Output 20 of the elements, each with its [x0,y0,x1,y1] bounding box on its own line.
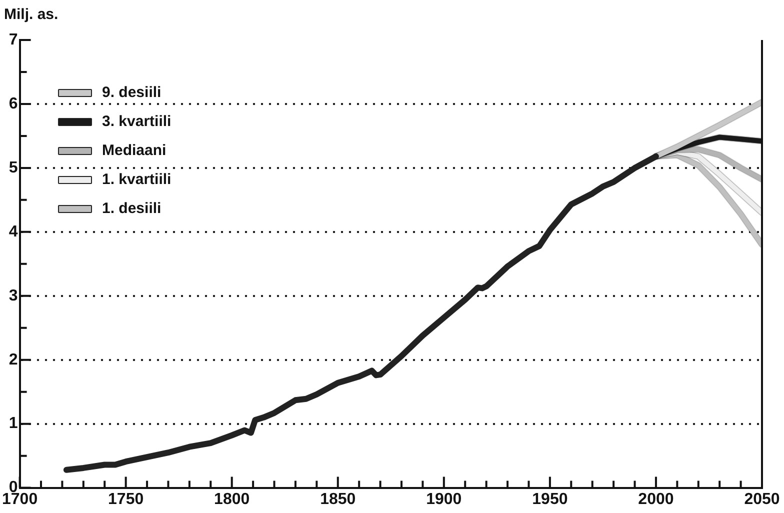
y-tick-label: 1 [8,415,18,432]
y-tick-label: 3 [8,287,18,304]
y-tick-label: 6 [8,95,18,112]
x-tick-label: 2000 [638,490,674,508]
y-tick-label: 4 [8,223,18,240]
y-axis-title: Milj. as. [4,6,58,23]
x-tick-label: 2050 [744,490,780,508]
x-tick-label: 1800 [214,490,250,508]
y-tick-label: 7 [8,31,18,48]
y-tick-label: 2 [8,351,18,368]
legend-label: 1. desiili [102,200,162,217]
x-tick-label: 1750 [108,490,144,508]
legend-label: 9. desiili [102,84,162,101]
legend-label: Mediaani [102,142,166,159]
y-tick-label: 5 [8,159,18,176]
legend-label: 1. kvartiili [102,171,172,188]
legend-label: 3. kvartiili [102,113,172,130]
x-tick-label: 1950 [532,490,568,508]
x-tick-label: 1900 [426,490,462,508]
x-tick-label: 1850 [320,490,356,508]
